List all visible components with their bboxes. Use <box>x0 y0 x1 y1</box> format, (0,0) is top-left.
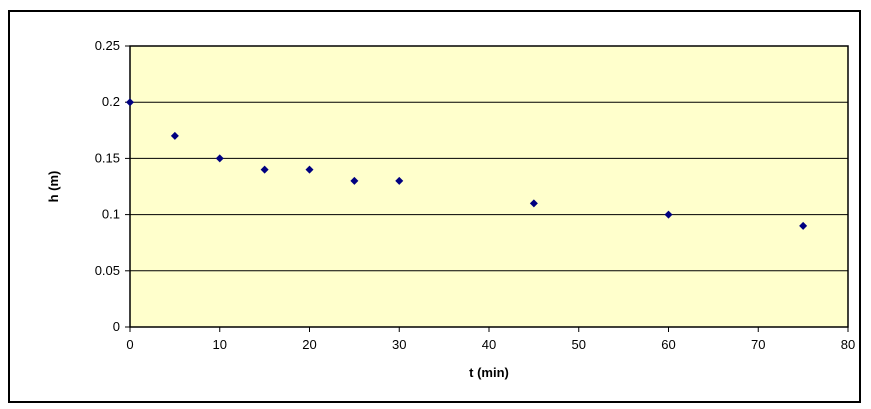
y-tick-label: 0.1 <box>102 207 120 222</box>
x-tick-label: 0 <box>126 337 133 352</box>
y-tick-label: 0.25 <box>95 38 120 53</box>
data-point <box>126 98 134 107</box>
data-point <box>260 165 269 174</box>
x-axis-title: t (min) <box>469 365 509 380</box>
x-tick-label: 70 <box>751 337 765 352</box>
data-point <box>529 199 538 208</box>
y-axis-title: h (m) <box>46 171 61 203</box>
y-tick-label: 0.05 <box>95 263 120 278</box>
x-tick-label: 20 <box>302 337 316 352</box>
y-tick-label: 0.2 <box>102 94 120 109</box>
x-tick-labels: 0 10 20 30 40 50 60 70 80 <box>126 337 855 352</box>
data-point <box>395 176 404 185</box>
chart-frame: 0 0.05 0.1 0.15 0.2 0.25 0 10 20 30 40 50 60 70 80 t … <box>8 10 861 403</box>
scatter-chart: 0 0.05 0.1 0.15 0.2 0.25 0 10 20 30 40 50 60 70 80 t … <box>46 38 855 380</box>
data-points <box>126 98 808 230</box>
data-point <box>305 165 314 174</box>
data-point <box>799 221 808 230</box>
plot-area <box>130 46 848 327</box>
y-tick-label: 0.15 <box>95 150 120 165</box>
x-tick-label: 30 <box>392 337 406 352</box>
y-tick-label: 0 <box>113 319 120 334</box>
x-tick-label: 10 <box>213 337 227 352</box>
data-point <box>170 131 179 140</box>
x-tick-label: 60 <box>661 337 675 352</box>
y-tick-labels: 0 0.05 0.1 0.15 0.2 0.25 <box>95 38 120 334</box>
data-point <box>664 210 673 219</box>
x-tick-label: 50 <box>572 337 586 352</box>
data-point <box>350 176 359 185</box>
x-tick-label: 80 <box>841 337 855 352</box>
x-tick-label: 40 <box>482 337 496 352</box>
data-point <box>215 154 224 163</box>
